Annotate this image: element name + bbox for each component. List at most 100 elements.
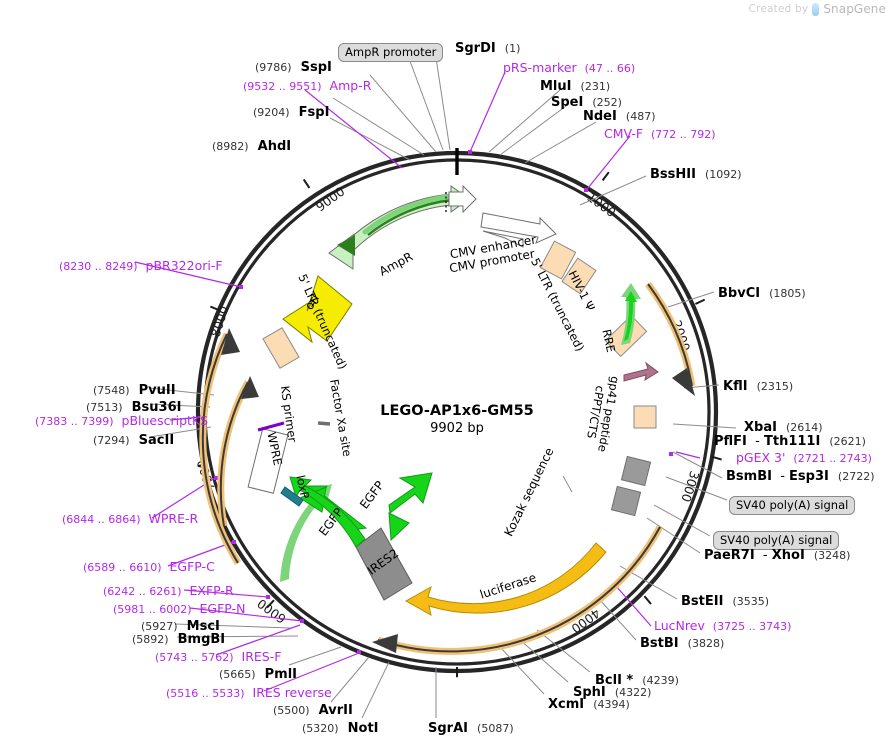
primer-range: (2721 .. 2743) xyxy=(793,452,872,465)
feature-egfp-inner xyxy=(280,476,368,582)
enzyme-position: (1092) xyxy=(705,168,742,181)
primer-name: pBluescriptKS xyxy=(121,413,209,428)
enzyme-label-bmgbi[interactable]: (5892) BmgBI xyxy=(132,633,225,646)
enzyme-label-ndei[interactable]: NdeI (487) xyxy=(583,110,656,123)
primer-name: Amp-R xyxy=(329,78,372,93)
primer-range: (7383 .. 7399) xyxy=(35,415,114,428)
primer-name: IRES reverse xyxy=(252,685,332,700)
feature-badge-text: SV40 poly(A) signal xyxy=(713,531,840,550)
snapgene-watermark: Created by SnapGene xyxy=(749,2,886,16)
enzyme-isoschizomer-name: XhoI xyxy=(771,548,805,563)
enzyme-label-bcli[interactable]: BclI * (4239) xyxy=(595,674,679,687)
enzyme-label-paer7i[interactable]: PaeR7I - XhoI (3248) xyxy=(704,549,850,562)
enzyme-label-xcmi[interactable]: XcmI (4394) xyxy=(548,698,630,711)
enzyme-label-sgrai[interactable]: SgrAI (5087) xyxy=(428,722,514,735)
enzyme-name: BssHII xyxy=(650,167,696,182)
enzyme-label-bstbi[interactable]: BstBI (3828) xyxy=(640,637,724,650)
primer-range: (47 .. 66) xyxy=(584,62,636,75)
enzyme-position: (9204) xyxy=(253,106,290,119)
primer-label-ires-reverse[interactable]: (5516 .. 5533) IRES reverse xyxy=(166,685,332,700)
enzyme-position: (3828) xyxy=(687,637,725,650)
primer-label-pbluescriptks[interactable]: (7383 .. 7399) pBluescriptKS xyxy=(35,413,209,428)
enzyme-label-spei[interactable]: SpeI (252) xyxy=(551,96,622,109)
feature-label-sv40-poly-a-signal[interactable]: SV40 poly(A) signal xyxy=(713,531,840,550)
enzyme-label-sgrdi[interactable]: SgrDI (1) xyxy=(455,42,520,55)
enzyme-position: (5927) xyxy=(141,620,178,633)
enzyme-label-ahdi[interactable]: (8982) AhdI xyxy=(212,140,291,153)
primer-label-ires-f[interactable]: (5743 .. 5762) IRES-F xyxy=(155,650,281,664)
enzyme-label-avrii[interactable]: (5500) AvrII xyxy=(273,704,353,717)
primer-label-cmv-f[interactable]: CMV-F (772 .. 792) xyxy=(604,127,716,141)
feature-gp41 xyxy=(623,361,659,382)
enzyme-label-mlui[interactable]: MluI (231) xyxy=(540,80,610,93)
enzyme-label-msci[interactable]: (5927) MscI xyxy=(141,620,220,633)
primer-range: (5743 .. 5762) xyxy=(155,651,234,664)
enzyme-position: (5087) xyxy=(477,722,514,735)
feature-label-sv40-poly-a-signal[interactable]: SV40 poly(A) signal xyxy=(729,496,856,515)
feature-hiv-boxes xyxy=(539,240,657,429)
primer-name: EGFP-N xyxy=(199,601,246,616)
enzyme-position: (2315) xyxy=(756,380,794,393)
primer-range: (772 .. 792) xyxy=(651,128,716,141)
watermark-brand: SnapGene xyxy=(823,2,886,16)
primer-range: (8230 .. 8249) xyxy=(59,260,138,273)
enzyme-position: (252) xyxy=(592,96,622,109)
enzyme-name: BmgBI xyxy=(177,632,226,647)
enzyme-name: PvuII xyxy=(138,383,176,398)
enzyme-label-bsu36i[interactable]: (7513) Bsu36I xyxy=(86,401,181,414)
enzyme-isoschizomer-name: Esp3I xyxy=(789,469,829,484)
enzyme-position: (231) xyxy=(580,80,611,93)
enzyme-label-pmli[interactable]: (5665) PmlI xyxy=(219,668,297,681)
enzyme-label-bsmbi[interactable]: BsmBI - Esp3I (2722) xyxy=(726,470,875,483)
primer-label-pbr322ori-f[interactable]: (8230 .. 8249) pBR322ori-F xyxy=(59,259,223,273)
enzyme-isoschizomer-separator: - xyxy=(771,469,790,484)
enzyme-label-bbvci[interactable]: BbvCI (1805) xyxy=(718,287,806,300)
enzyme-label-xbai[interactable]: XbaI (2614) xyxy=(744,421,823,434)
enzyme-position: (5665) xyxy=(219,668,256,681)
feature-wpre xyxy=(247,428,289,494)
primer-label-exfp-r[interactable]: (6242 .. 6261) EXFP-R xyxy=(103,584,234,598)
feature-label-ampr-promoter[interactable]: AmpR promoter xyxy=(338,43,444,62)
enzyme-name: XcmI xyxy=(548,697,585,712)
enzyme-name: SgrDI xyxy=(455,41,496,56)
enzyme-label-fspi[interactable]: (9204) FspI xyxy=(253,106,329,119)
primer-label-prs-marker[interactable]: pRS-marker (47 .. 66) xyxy=(503,61,636,75)
enzyme-name: SphI xyxy=(573,685,606,700)
feature-factor-xa xyxy=(317,421,331,426)
enzyme-position: (2722) xyxy=(837,470,875,483)
primer-label-lucnrev[interactable]: LucNrev (3725 .. 3743) xyxy=(654,619,791,633)
enzyme-label-bsteii[interactable]: BstEII (3535) xyxy=(681,595,769,608)
primer-label-egfp-c[interactable]: (6589 .. 6610) EGFP-C xyxy=(83,560,215,574)
enzyme-name: SacII xyxy=(138,433,175,448)
enzyme-position: (5320) xyxy=(302,722,339,735)
enzyme-label-pvuii[interactable]: (7548) PvuII xyxy=(93,384,176,397)
orange-region-arcs xyxy=(199,281,696,655)
enzyme-label-pflfi[interactable]: PflFI - Tth111I (2621) xyxy=(714,435,866,448)
enzyme-label-kfli[interactable]: KflI (2315) xyxy=(723,380,793,393)
enzyme-label-noti[interactable]: (5320) NotI xyxy=(302,722,379,735)
snapgene-logo-icon xyxy=(812,2,820,16)
enzyme-label-sphi[interactable]: SphI (4322) xyxy=(573,686,651,699)
enzyme-position: (3535) xyxy=(732,595,770,608)
primer-range: (5516 .. 5533) xyxy=(166,687,245,700)
primer-label-amp-r[interactable]: (9532 .. 9551) Amp-R xyxy=(243,78,372,93)
kozak-leader xyxy=(562,475,573,493)
enzyme-isoschizomer-name: Tth111I xyxy=(763,434,821,449)
enzyme-position: (4322) xyxy=(614,686,652,699)
enzyme-position: (7294) xyxy=(93,434,130,447)
enzyme-name: AvrII xyxy=(318,703,353,718)
enzyme-name: MluI xyxy=(540,79,572,94)
feature-cmv xyxy=(448,184,557,248)
primer-label-pgex-3[interactable]: pGEX 3' (2721 .. 2743) xyxy=(736,451,872,465)
enzyme-label-bsshii[interactable]: BssHII (1092) xyxy=(650,168,742,181)
enzyme-position: (2621) xyxy=(829,435,866,448)
enzyme-label-sacii[interactable]: (7294) SacII xyxy=(93,434,174,447)
enzyme-position: (487) xyxy=(625,110,656,123)
primer-label-wpre-r[interactable]: (6844 .. 6864) WPRE-R xyxy=(62,512,198,526)
enzyme-position: (8982) xyxy=(212,140,249,153)
feature-5ltr-left xyxy=(262,327,300,369)
enzyme-name: PaeR7I xyxy=(704,548,755,563)
enzyme-label-sspi[interactable]: (9786) SspI xyxy=(255,61,332,74)
primer-label-egfp-n[interactable]: (5981 .. 6002) EGFP-N xyxy=(113,601,246,616)
